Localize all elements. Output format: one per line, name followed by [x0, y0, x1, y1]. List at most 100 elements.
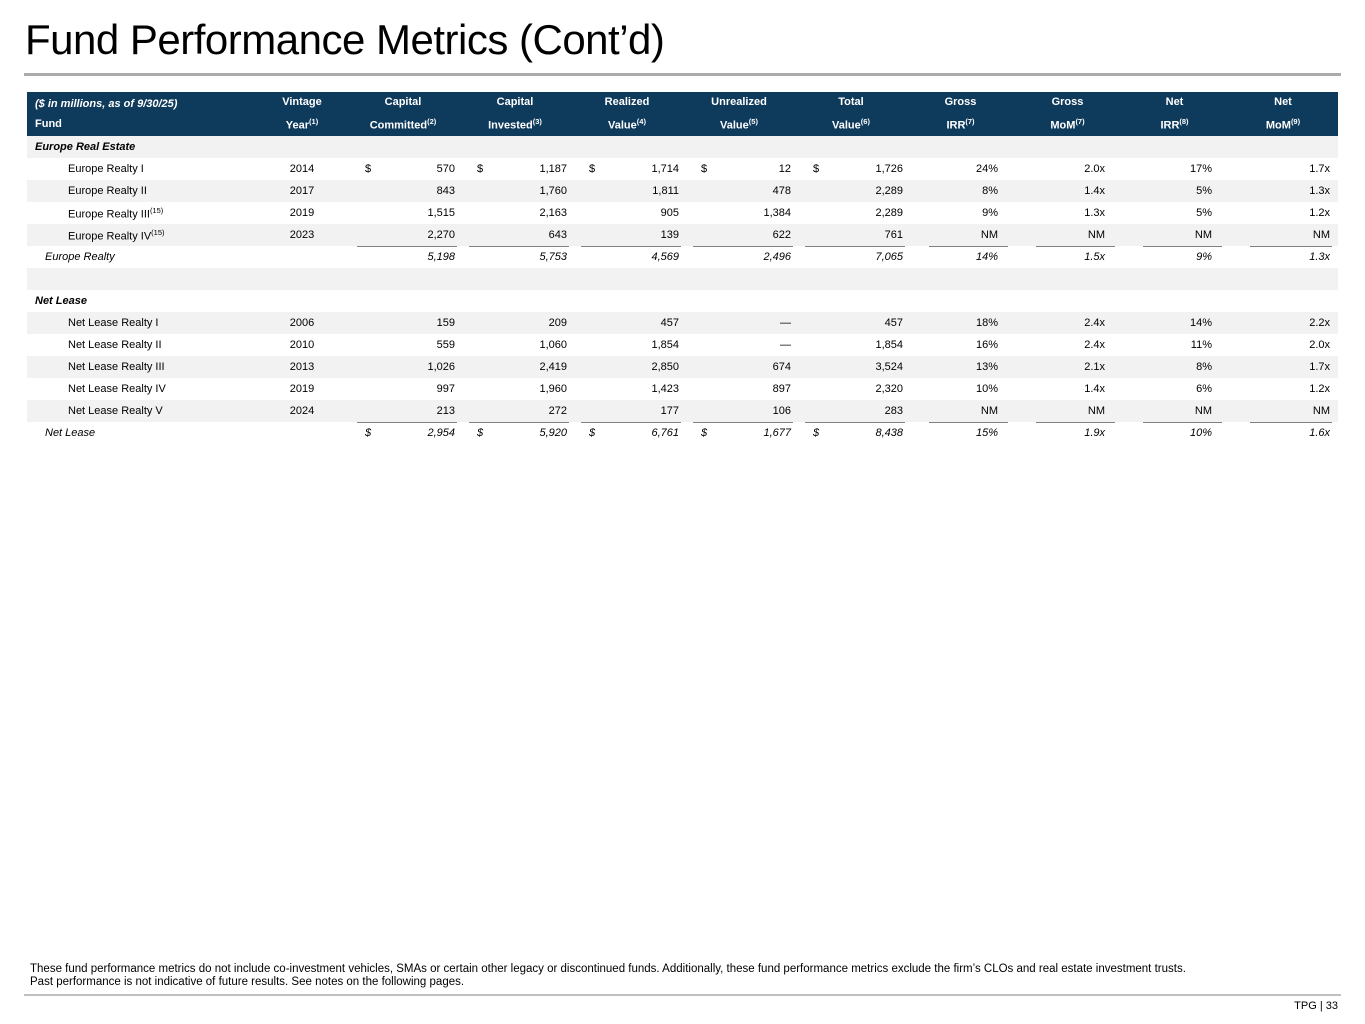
- value-text: 905: [660, 207, 679, 219]
- value-cell-unrealized-value: —: [683, 334, 795, 356]
- fund-name-cell: Europe Realty: [27, 246, 257, 268]
- dollar-sign: $: [589, 163, 596, 175]
- fund-name: Europe Realty III(15): [68, 205, 164, 221]
- total-label: Europe Realty: [45, 251, 115, 263]
- fund-name: Net Lease Realty V: [68, 405, 163, 417]
- value-cell-total-value: 3,524: [795, 356, 907, 378]
- total-overline: [805, 422, 905, 423]
- value-cell-gross-irr: 14%: [907, 246, 1014, 268]
- header-line1: Capital: [496, 96, 534, 109]
- value-text: —: [780, 339, 791, 351]
- value-cell-gross-mom: 1.4x: [1014, 378, 1121, 400]
- value-cell-unrealized-value: 2,496: [683, 246, 795, 268]
- value-cell-capital-invested: $5,920: [459, 422, 571, 444]
- value-text: 1.2x: [1309, 383, 1330, 395]
- footnote-line-2: Past performance is not indicative of fu…: [30, 976, 465, 988]
- value-cell-gross-mom: 1.3x: [1014, 202, 1121, 224]
- value-cell-unrealized-value: —: [683, 312, 795, 334]
- value-cell-total-value: 457: [795, 312, 907, 334]
- value-text: 1.3x: [1309, 185, 1330, 197]
- value-text: NM: [1312, 229, 1330, 241]
- header-vintage-year: Vintage Year(1): [257, 92, 347, 136]
- value-cell-unrealized-value: 1,384: [683, 202, 795, 224]
- value-cell-unrealized-value: 478: [683, 180, 795, 202]
- value-text: 10%: [1189, 427, 1212, 439]
- value-cell-realized-value: 1,854: [571, 334, 683, 356]
- value-cell-net-irr: 10%: [1121, 422, 1228, 444]
- footer-divider: [24, 994, 1341, 996]
- value-text: 2.4x: [1084, 317, 1105, 329]
- section-label: Europe Real Estate: [35, 141, 136, 153]
- total-label: Net Lease: [45, 427, 96, 439]
- table-row: Net Lease Realty I 2006 159 209 457 — 457 18% 2.…: [27, 312, 1338, 334]
- value-text: 1.5x: [1084, 251, 1105, 263]
- fund-name: Net Lease Realty IV: [68, 383, 166, 395]
- footnote-line-1: These fund performance metrics do not in…: [30, 963, 1186, 975]
- value-text: 139: [660, 229, 679, 241]
- value-cell-capital-committed: 843: [347, 180, 459, 202]
- vintage-year-cell: 2019: [289, 207, 315, 219]
- total-row: Net Lease $2,954 $5,920 $6,761 $1,677 $8,438 1…: [27, 422, 1338, 444]
- header-line2: MoM(7): [1050, 117, 1085, 132]
- header-line2: MoM(9): [1265, 117, 1301, 132]
- value-text: 5,920: [539, 427, 567, 439]
- value-text: 1.7x: [1309, 163, 1330, 175]
- fund-name-cell: Net Lease Realty IV: [27, 378, 257, 400]
- value-cell-net-irr: 6%: [1121, 378, 1228, 400]
- value-cell-capital-committed: 1,026: [347, 356, 459, 378]
- value-text: 1,060: [539, 339, 567, 351]
- value-cell-capital-committed: 997: [347, 378, 459, 400]
- value-cell-gross-irr: 8%: [907, 180, 1014, 202]
- fund-name-cell: Net Lease Realty III: [27, 356, 257, 378]
- value-cell-gross-mom: NM: [1014, 400, 1121, 422]
- value-cell-net-mom: 1.6x: [1228, 422, 1338, 444]
- header-net-irr: Net IRR(8): [1121, 92, 1228, 136]
- header-total-value: Total Value(6): [795, 92, 907, 136]
- value-cell-net-irr: 14%: [1121, 312, 1228, 334]
- fund-name-cell: Europe Real Estate: [27, 136, 257, 158]
- value-cell-net-mom: 1.7x: [1228, 158, 1338, 180]
- value-cell-total-value: $1,726: [795, 158, 907, 180]
- value-text: 478: [772, 185, 791, 197]
- total-overline: [469, 422, 569, 423]
- value-text: 2,289: [875, 207, 903, 219]
- value-cell-capital-invested: $1,187: [459, 158, 571, 180]
- fund-name-cell: Europe Realty I: [27, 158, 257, 180]
- total-overline: [1143, 246, 1222, 247]
- value-cell-net-irr: 11%: [1121, 334, 1228, 356]
- value-text: 8,438: [875, 427, 903, 439]
- value-cell-realized-value: 457: [571, 312, 683, 334]
- value-text: 674: [772, 361, 791, 373]
- value-cell-gross-mom: 1.5x: [1014, 246, 1121, 268]
- total-overline: [929, 422, 1008, 423]
- value-text: 7,065: [875, 251, 903, 263]
- value-cell-net-mom: 2.0x: [1228, 334, 1338, 356]
- value-cell-gross-irr: 13%: [907, 356, 1014, 378]
- fund-name: Europe Realty II: [68, 185, 147, 197]
- value-cell-net-mom: 2.2x: [1228, 312, 1338, 334]
- total-overline: [1250, 422, 1332, 423]
- table-row: Net Lease Realty III 2013 1,026 2,419 2,850 6…: [27, 356, 1338, 378]
- value-cell-capital-invested: 1,960: [459, 378, 571, 400]
- value-cell-total-value: 2,289: [795, 202, 907, 224]
- vintage-year-cell: 2019: [289, 383, 315, 395]
- value-cell-net-mom: NM: [1228, 400, 1338, 422]
- header-line2: Invested(3): [488, 117, 542, 132]
- value-cell-capital-committed: $570: [347, 158, 459, 180]
- value-text: —: [780, 317, 791, 329]
- value-cell-net-irr: 9%: [1121, 246, 1228, 268]
- value-text: 5,198: [427, 251, 455, 263]
- value-text: 5,753: [539, 251, 567, 263]
- value-text: 2,419: [539, 361, 567, 373]
- table-body: Europe Real Estate Europe Realty I 2014 $57…: [27, 136, 1338, 444]
- value-cell-total-value: $8,438: [795, 422, 907, 444]
- value-cell-unrealized-value: 897: [683, 378, 795, 400]
- value-text: 13%: [975, 361, 998, 373]
- value-cell-capital-committed: 559: [347, 334, 459, 356]
- value-text: 24%: [975, 163, 998, 175]
- value-text: 897: [772, 383, 791, 395]
- value-cell-net-mom: 1.3x: [1228, 180, 1338, 202]
- value-text: 1,854: [651, 339, 679, 351]
- value-text: 643: [548, 229, 567, 241]
- total-overline: [581, 246, 681, 247]
